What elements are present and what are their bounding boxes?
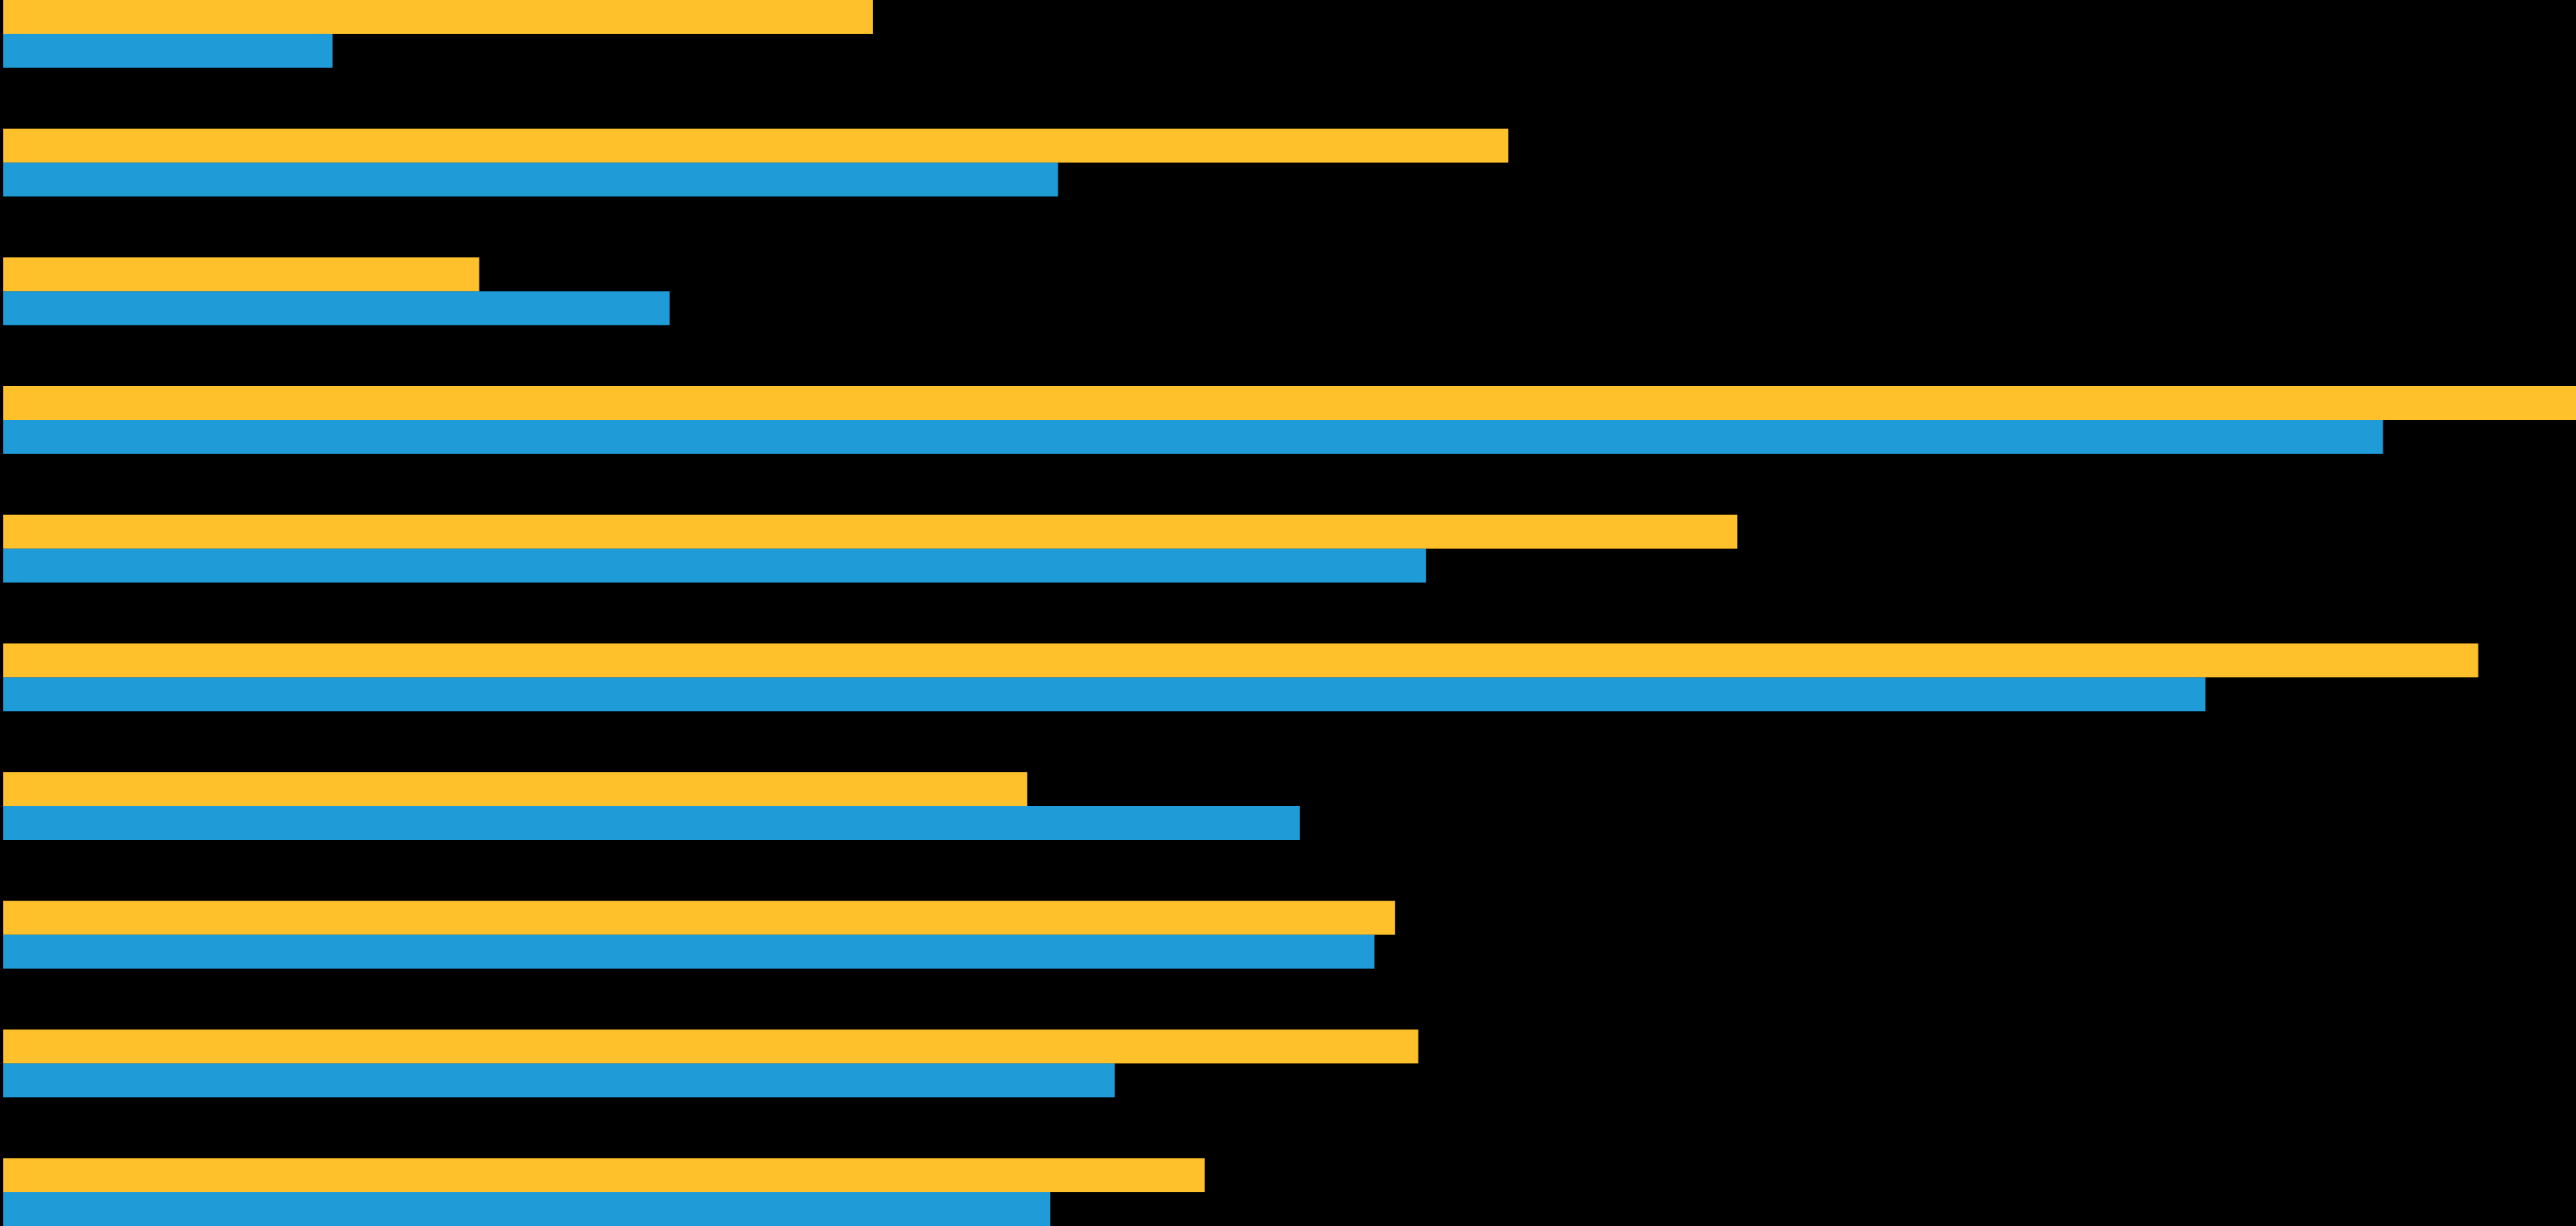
bar	[3, 1063, 1115, 1098]
bar	[3, 34, 333, 68]
bar	[3, 1192, 1051, 1226]
bar	[3, 257, 480, 292]
bar	[3, 0, 873, 34]
bar	[3, 900, 1395, 935]
bar	[3, 934, 1375, 969]
bar	[3, 514, 1738, 549]
bar	[3, 677, 2206, 712]
bar	[3, 162, 1058, 197]
bar	[3, 1029, 1419, 1064]
bar	[3, 772, 1028, 806]
bar	[3, 643, 2478, 678]
bar	[3, 291, 670, 326]
bar	[3, 128, 1509, 163]
bar	[3, 386, 2576, 420]
bar	[3, 806, 1300, 840]
bar	[3, 1158, 1205, 1192]
bar	[3, 548, 1427, 583]
bar	[3, 420, 2383, 454]
